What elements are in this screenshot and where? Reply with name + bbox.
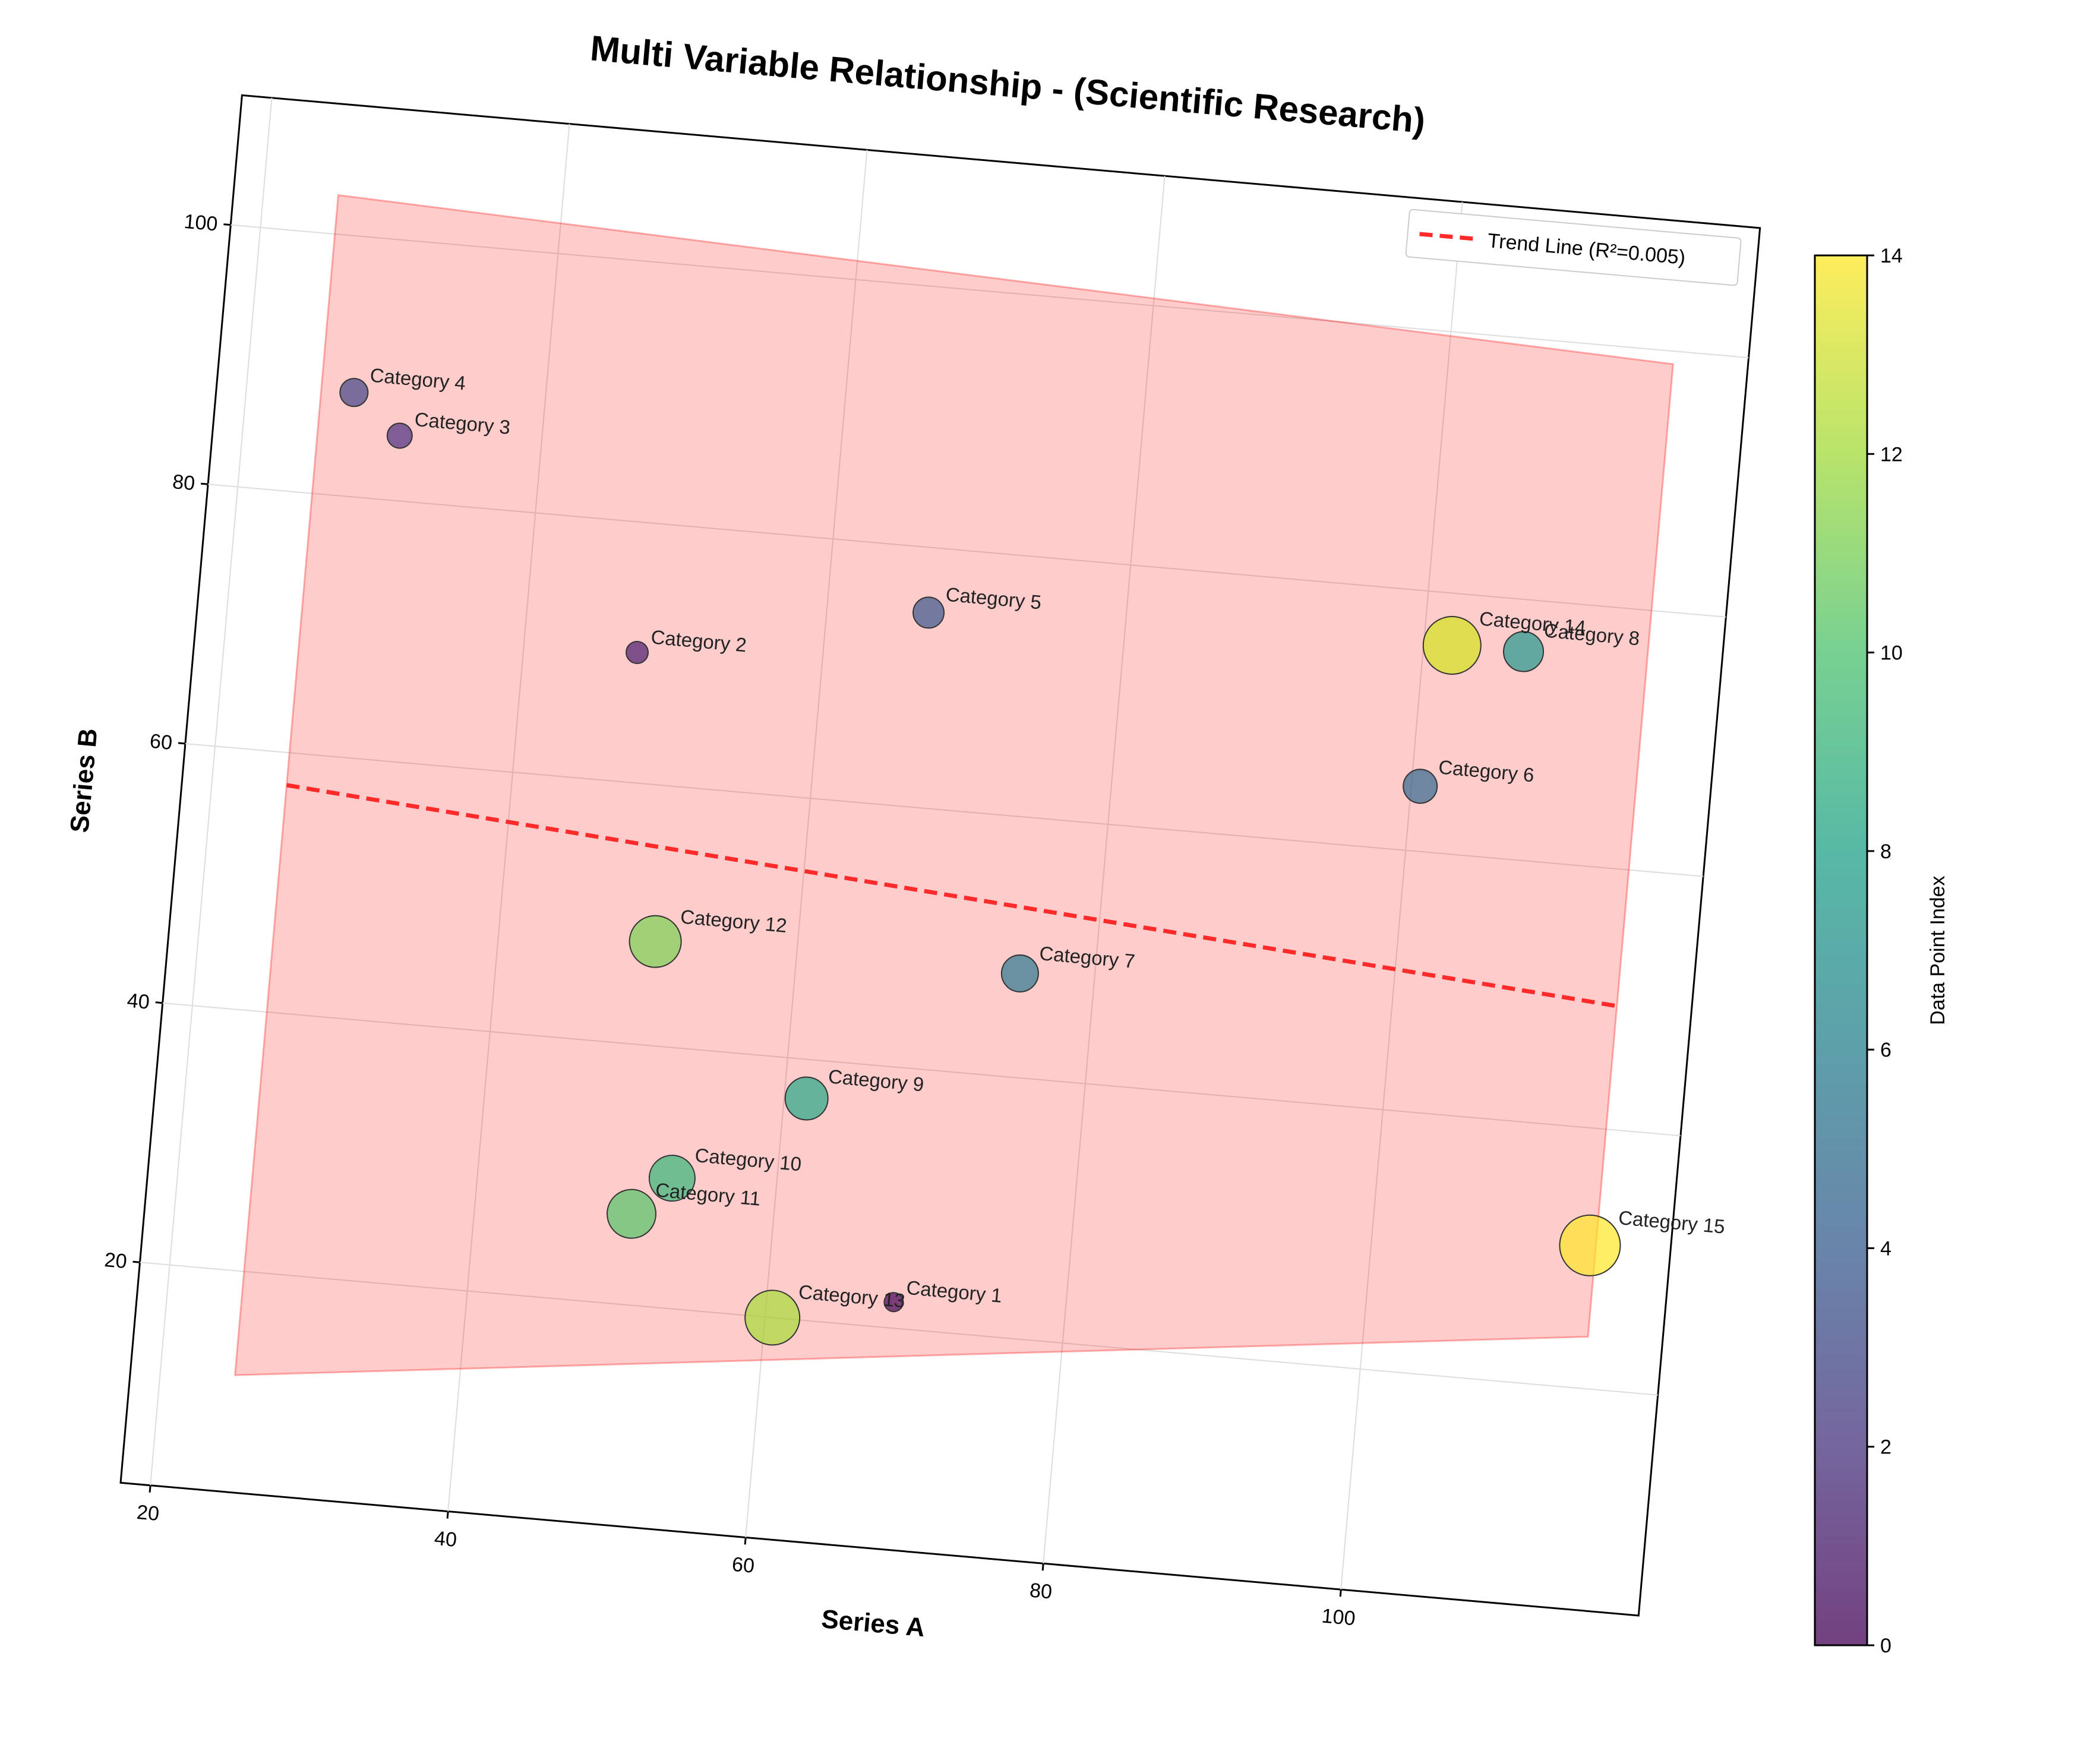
colorbar-tick-label: 14 xyxy=(1880,245,1903,267)
scatter-point xyxy=(1000,954,1039,993)
x-grid-line xyxy=(1340,201,1463,1590)
scatter-point xyxy=(629,915,682,968)
x-tick-label: 20 xyxy=(136,1501,160,1525)
y-tick-label: 100 xyxy=(183,210,219,236)
scatter-point xyxy=(339,378,369,407)
grid xyxy=(140,97,1749,1590)
x-grid-line xyxy=(150,97,273,1485)
chart-title: Multi Variable Relationship - (Scientifi… xyxy=(589,28,1427,141)
legend-box xyxy=(1405,208,1742,286)
scatter-point xyxy=(1422,616,1482,675)
y-ticks: 20 40 60 80 100 xyxy=(103,210,231,1273)
y-tick-label: 60 xyxy=(149,730,173,754)
scatter-point xyxy=(1403,769,1438,804)
axes-frame xyxy=(119,94,1761,1617)
y-grid-line xyxy=(140,1262,1658,1396)
x-grid-line xyxy=(447,124,570,1512)
y-tick-label: 20 xyxy=(103,1249,128,1273)
y-grid-line xyxy=(162,1002,1681,1137)
colorbar-tick-label: 10 xyxy=(1880,642,1903,665)
colorbar-tick-label: 6 xyxy=(1880,1039,1891,1061)
scatter-point xyxy=(744,1289,801,1346)
x-tick-mark xyxy=(1339,1589,1342,1597)
y-grid-line xyxy=(185,742,1704,877)
y-axis-label: Series B xyxy=(65,727,103,834)
x-tick-label: 80 xyxy=(1029,1579,1053,1604)
legend-swatch-trend-line xyxy=(1419,232,1473,241)
y-tick-mark xyxy=(178,742,186,745)
y-tick-label: 80 xyxy=(172,470,196,495)
scatter-point xyxy=(626,640,649,664)
scatter-point xyxy=(912,596,945,629)
scatter-point xyxy=(1503,631,1545,672)
colorbar-tick-label: 8 xyxy=(1880,840,1891,863)
colorbar-gradient xyxy=(1814,254,1868,1646)
x-tick-label: 40 xyxy=(434,1527,458,1551)
x-axis-label: Series A xyxy=(820,1604,926,1642)
y-grid-line xyxy=(230,224,1749,359)
y-tick-mark xyxy=(201,482,209,485)
colorbar-tick-label: 4 xyxy=(1880,1237,1891,1260)
colorbar-tick-label: 2 xyxy=(1880,1436,1891,1459)
colorbar-tick-label: 12 xyxy=(1880,443,1903,466)
x-tick-label: 60 xyxy=(731,1553,756,1578)
scatter-point xyxy=(784,1076,829,1121)
colorbar-ticks: 0 2 4 6 8 10 12 14 xyxy=(1867,245,1903,1657)
scatter-point xyxy=(607,1189,657,1239)
confidence-band-area xyxy=(233,194,1675,1376)
scatter-point xyxy=(648,1155,696,1202)
scatter-point xyxy=(386,422,413,449)
y-grid-line xyxy=(208,483,1726,618)
scatter-point xyxy=(1559,1214,1621,1276)
x-ticks: 20 40 60 80 100 xyxy=(136,1485,1356,1630)
colorbar-tick-label: 0 xyxy=(1880,1635,1891,1657)
scatter-point xyxy=(883,1292,904,1313)
y-tick-label: 40 xyxy=(126,989,150,1013)
confidence-band xyxy=(233,194,1675,1376)
colorbar-label: Data Point Index xyxy=(1927,876,1949,1025)
trend-line-path xyxy=(286,783,1618,1009)
colorbar: 0 2 4 6 8 10 12 14 Data Point Index xyxy=(1814,245,1949,1657)
trend-line xyxy=(286,783,1618,1009)
legend: Trend Line (R²=0.005) xyxy=(1405,208,1742,286)
x-grid-line xyxy=(1043,176,1166,1564)
x-tick-label: 100 xyxy=(1321,1605,1356,1630)
x-tick-mark xyxy=(744,1537,747,1545)
x-tick-mark xyxy=(446,1511,449,1519)
